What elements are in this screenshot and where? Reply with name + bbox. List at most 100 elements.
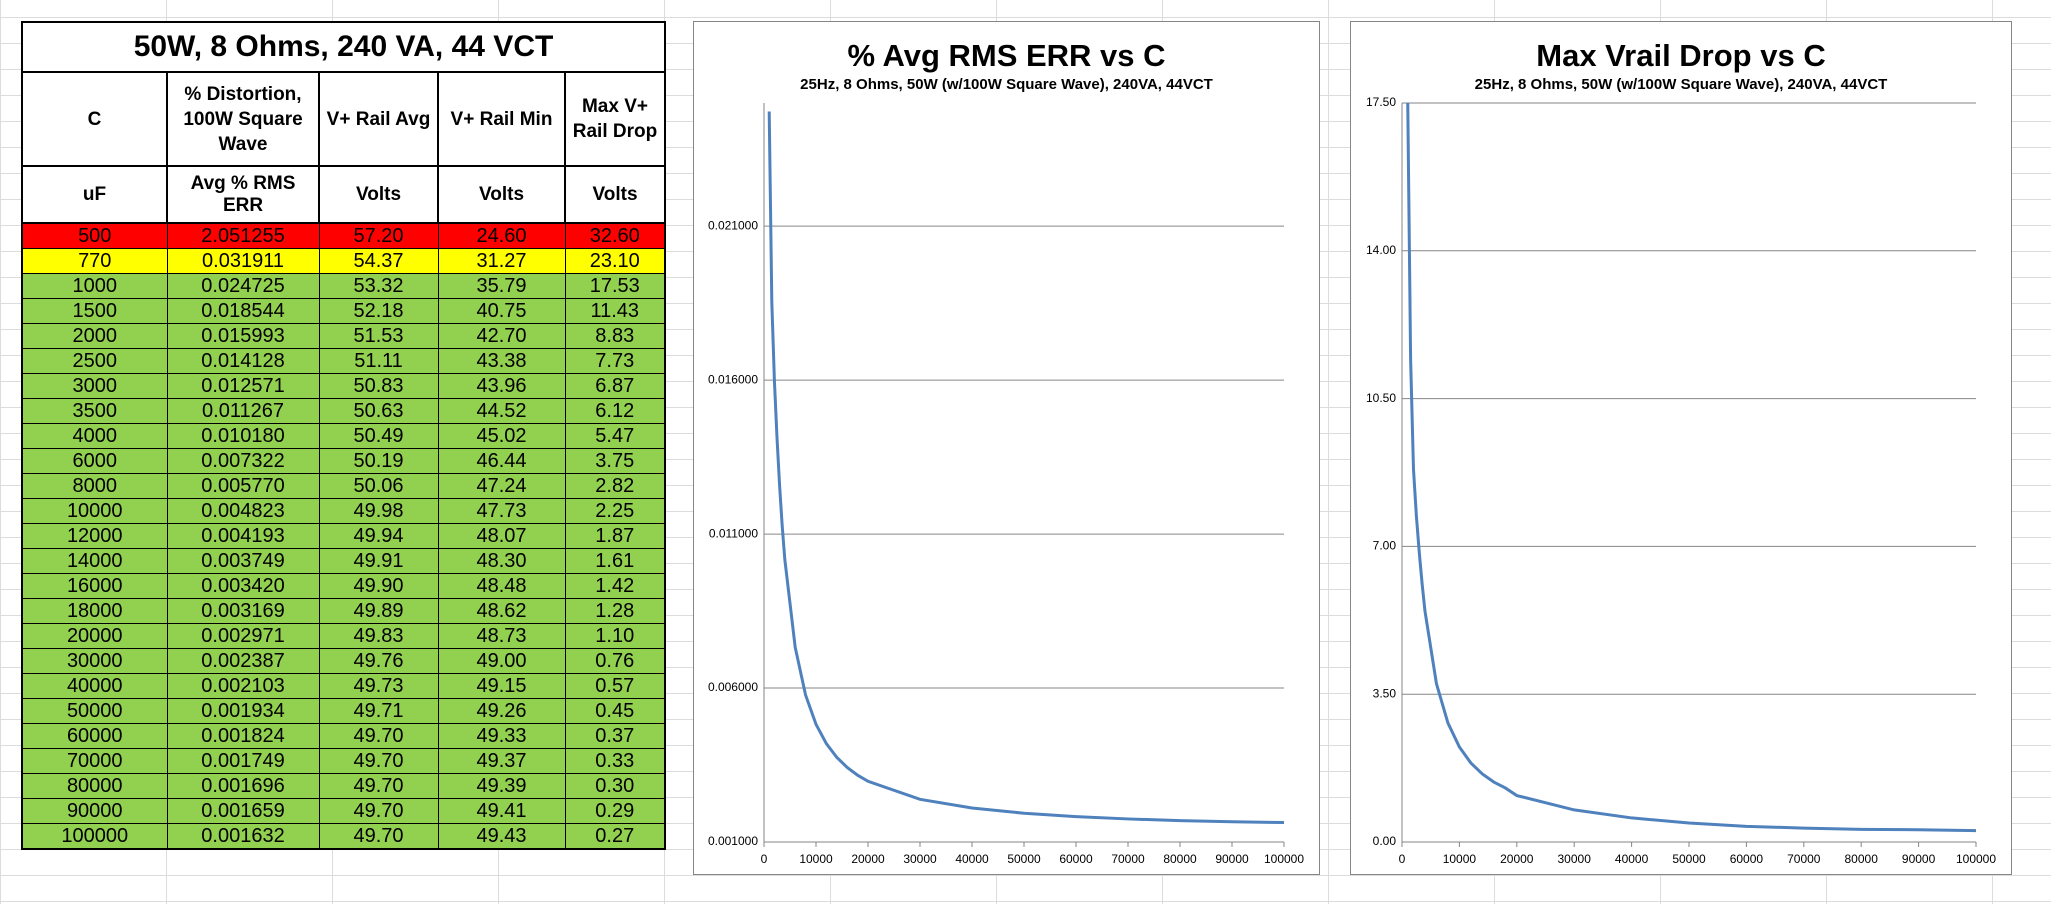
x-tick-label: 100000 — [1956, 852, 1996, 866]
data-cell: 0.024725 — [166, 273, 320, 299]
x-tick-label: 40000 — [1615, 852, 1649, 866]
data-row: 100000 0.001632 49.70 49.43 0.27 — [21, 823, 666, 850]
data-cell: 10000 — [21, 498, 168, 524]
data-cell: 0.001632 — [166, 823, 320, 850]
data-cell: 1.61 — [564, 548, 666, 574]
data-cell: 49.15 — [437, 673, 566, 699]
line — [767, 111, 1284, 825]
line — [1406, 103, 1976, 833]
data-row: 3500 0.011267 50.63 44.52 6.12 — [21, 398, 666, 424]
data-cell: 1000 — [21, 273, 168, 299]
data-cell: 7.73 — [564, 348, 666, 374]
data-row: 14000 0.003749 49.91 48.30 1.61 — [21, 548, 666, 574]
data-cell: 46.44 — [437, 448, 566, 474]
header-cell: V+ Rail Avg — [318, 71, 439, 167]
y-tick-label: 10.50 — [1366, 391, 1396, 405]
data-cell: 51.53 — [318, 323, 439, 349]
data-cell: 53.32 — [318, 273, 439, 299]
data-cell: 6.12 — [564, 398, 666, 424]
data-cell: 51.11 — [318, 348, 439, 374]
data-cell: 30000 — [21, 648, 168, 674]
data-cell: 1.10 — [564, 623, 666, 649]
data-cell: 48.48 — [437, 573, 566, 599]
data-cell: 8.83 — [564, 323, 666, 349]
data-cell: 0.010180 — [166, 423, 320, 449]
x-tick-label: 70000 — [1787, 852, 1821, 866]
data-cell: 35.79 — [437, 273, 566, 299]
x-tick-label: 30000 — [903, 852, 937, 866]
x-tick-label: 80000 — [1163, 852, 1197, 866]
x-tick-label: 50000 — [1672, 852, 1706, 866]
y-tick-label: 0.011000 — [709, 526, 758, 540]
data-cell: 47.73 — [437, 498, 566, 524]
data-cell: 0.011267 — [166, 398, 320, 424]
data-cell: 11.43 — [564, 298, 666, 324]
data-cell: 42.70 — [437, 323, 566, 349]
data-cell: 49.70 — [318, 723, 439, 749]
chart: % Avg RMS ERR vs C 25Hz, 8 Ohms, 50W (w/1… — [693, 21, 1320, 875]
data-cell: 0.001749 — [166, 748, 320, 774]
data-row: 500 2.051255 57.20 24.60 32.60 — [21, 222, 666, 249]
data-cell: 49.33 — [437, 723, 566, 749]
data-row: 16000 0.003420 49.90 48.48 1.42 — [21, 573, 666, 599]
data-cell: 770 — [21, 248, 168, 274]
data-cell: 57.20 — [318, 222, 439, 249]
title-row: 50W, 8 Ohms, 240 VA, 44 VCT — [21, 21, 666, 73]
y-tick-label: 0.001000 — [708, 834, 758, 848]
chart-subtitle: 25Hz, 8 Ohms, 50W (w/100W Square Wave), … — [1475, 76, 1888, 93]
x-tick-label: 10000 — [799, 852, 833, 866]
data-cell: 49.70 — [318, 773, 439, 799]
data-row: 20000 0.002971 49.83 48.73 1.10 — [21, 623, 666, 649]
data-cell: 49.76 — [318, 648, 439, 674]
data-cell: 50.49 — [318, 423, 439, 449]
data-cell: 50000 — [21, 698, 168, 724]
data-row: 30000 0.002387 49.76 49.00 0.76 — [21, 648, 666, 674]
data-cell: 0.005770 — [166, 473, 320, 499]
header-row: C% Distortion, 100W Square Wave V+ Rail A… — [21, 71, 666, 167]
data-cell: 1.87 — [564, 523, 666, 549]
data-cell: 49.70 — [318, 748, 439, 774]
x-tick-label: 20000 — [851, 852, 885, 866]
data-cell: 70000 — [21, 748, 168, 774]
data-cell: 0.015993 — [166, 323, 320, 349]
data-cell: 20000 — [21, 623, 168, 649]
data-cell: 23.10 — [564, 248, 666, 274]
data-cell: 17.53 — [564, 273, 666, 299]
x-tick-label: 100000 — [1264, 852, 1304, 866]
data-cell: 12000 — [21, 523, 168, 549]
data-cell: 0.004193 — [166, 523, 320, 549]
data-cell: 500 — [21, 222, 168, 249]
data-cell: 0.33 — [564, 748, 666, 774]
x-tick-label: 70000 — [1111, 852, 1145, 866]
data-row: 90000 0.001659 49.70 49.41 0.29 — [21, 798, 666, 824]
data-cell: 80000 — [21, 773, 168, 799]
data-cell: 54.37 — [318, 248, 439, 274]
header-cell: V+ Rail Min — [437, 71, 566, 167]
data-cell: 18000 — [21, 598, 168, 624]
data-cell: 49.90 — [318, 573, 439, 599]
data-cell: 48.30 — [437, 548, 566, 574]
subheader-cell: Avg % RMS ERR — [166, 165, 320, 224]
data-cell: 48.62 — [437, 598, 566, 624]
data-cell: 49.00 — [437, 648, 566, 674]
header-cell: Max V+ Rail Drop — [564, 71, 666, 167]
data-cell: 43.38 — [437, 348, 566, 374]
data-cell: 0.001659 — [166, 798, 320, 824]
data-cell: 49.26 — [437, 698, 566, 724]
data-cell: 45.02 — [437, 423, 566, 449]
chart-subtitle: 25Hz, 8 Ohms, 50W (w/100W Square Wave), … — [800, 76, 1213, 93]
data-row: 2000 0.015993 51.53 42.70 8.83 — [21, 323, 666, 349]
data-cell: 43.96 — [437, 373, 566, 399]
data-cell: 0.031911 — [166, 248, 320, 274]
data-row: 1500 0.018544 52.18 40.75 11.43 — [21, 298, 666, 324]
data-cell: 49.70 — [318, 798, 439, 824]
data-row: 12000 0.004193 49.94 48.07 1.87 — [21, 523, 666, 549]
x-tick-label: 20000 — [1500, 852, 1534, 866]
data-row: 2500 0.014128 51.11 43.38 7.73 — [21, 348, 666, 374]
data-cell: 50.83 — [318, 373, 439, 399]
x-tick-label: 60000 — [1059, 852, 1093, 866]
x-tick-label: 40000 — [955, 852, 989, 866]
y-tick-label: 0.016000 — [708, 372, 758, 386]
data-cell: 2.82 — [564, 473, 666, 499]
data-cell: 4000 — [21, 423, 168, 449]
